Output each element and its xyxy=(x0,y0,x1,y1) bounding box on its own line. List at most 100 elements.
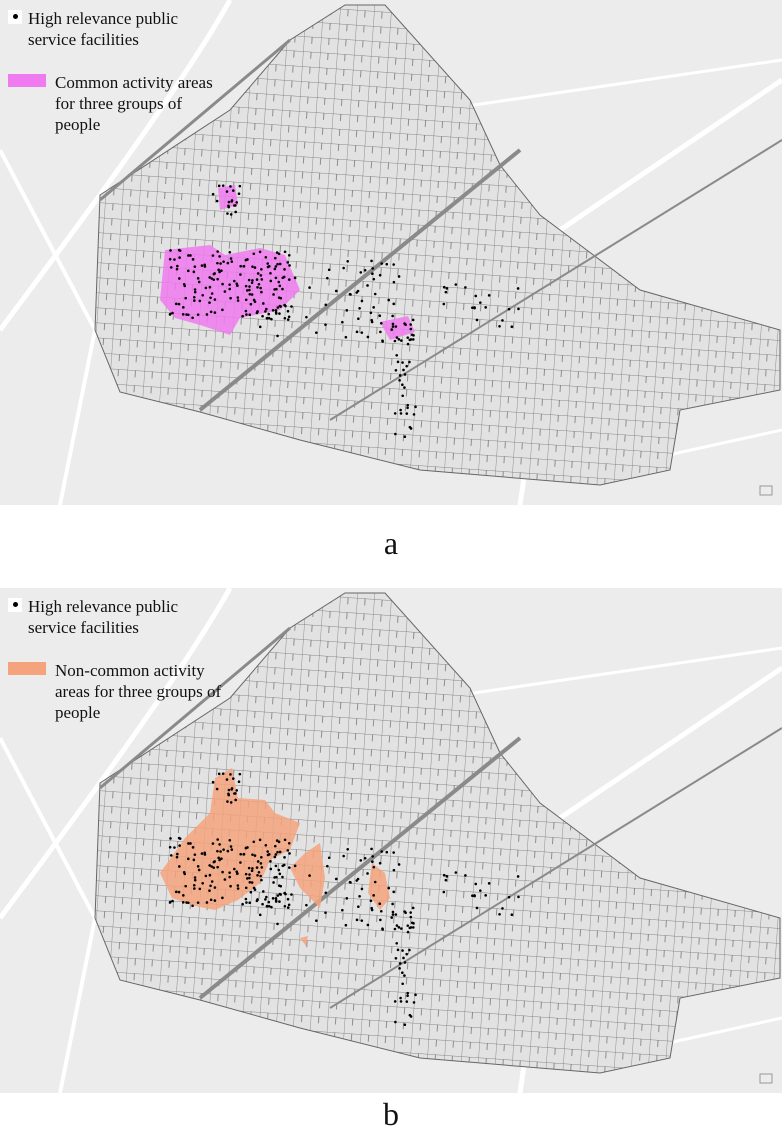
facility-point xyxy=(253,854,257,857)
facility-point xyxy=(171,311,174,315)
facility-point xyxy=(265,307,268,311)
facility-point xyxy=(409,327,413,331)
facility-point xyxy=(315,331,318,334)
facility-point xyxy=(371,860,374,863)
facility-point xyxy=(216,261,219,265)
facility-point xyxy=(487,294,491,297)
facility-point xyxy=(287,866,291,869)
facility-point xyxy=(176,264,179,268)
facility-point xyxy=(191,316,194,320)
facility-point xyxy=(271,897,275,900)
facility-point xyxy=(200,852,204,855)
facility-point xyxy=(178,837,182,840)
facility-point xyxy=(173,846,176,849)
facility-point xyxy=(248,873,251,876)
facility-point xyxy=(379,330,382,334)
facility-point xyxy=(401,361,404,364)
facility-point xyxy=(346,259,350,263)
facility-point xyxy=(397,863,401,866)
facility-point xyxy=(239,861,242,864)
facility-point xyxy=(517,307,520,311)
facility-point xyxy=(225,190,229,193)
facility-point xyxy=(193,887,196,890)
facility-point xyxy=(346,847,350,851)
facility-point xyxy=(212,278,216,281)
facility-point xyxy=(173,258,176,261)
facility-point xyxy=(484,894,487,897)
facility-point xyxy=(290,893,293,896)
facility-point xyxy=(373,292,377,296)
facility-point xyxy=(208,873,212,877)
facility-point xyxy=(256,873,259,877)
activity-area xyxy=(160,768,300,910)
facility-point xyxy=(192,858,196,862)
facility-point xyxy=(392,302,396,306)
map xyxy=(0,588,782,1093)
map-icon xyxy=(759,1073,773,1084)
facility-point xyxy=(334,877,338,881)
facility-point xyxy=(269,867,273,871)
facility-point xyxy=(276,850,279,854)
facility-point xyxy=(270,317,273,321)
facility-point xyxy=(348,292,352,296)
facility-point xyxy=(241,314,244,318)
facility-point xyxy=(239,852,242,856)
facility-point xyxy=(283,303,286,307)
facility-point xyxy=(341,320,344,324)
facility-point xyxy=(414,993,417,997)
facility-point xyxy=(272,293,275,296)
facility-point xyxy=(229,213,233,216)
panel-label: b xyxy=(383,1096,399,1132)
facility-point xyxy=(286,318,290,321)
facility-point xyxy=(264,843,268,847)
facility-point xyxy=(197,868,201,872)
facility-point xyxy=(213,298,217,301)
facility-point xyxy=(193,290,197,294)
facility-point xyxy=(187,269,190,273)
facility-point xyxy=(358,306,361,310)
activity-area xyxy=(300,936,308,946)
facility-point xyxy=(208,285,212,289)
facility-point xyxy=(255,278,259,281)
facility-point xyxy=(366,284,369,287)
facility-point xyxy=(444,878,448,882)
facility-point xyxy=(264,898,267,901)
facility-point xyxy=(385,850,389,854)
facility-point xyxy=(345,309,349,312)
facility-point xyxy=(248,880,252,884)
facility-point xyxy=(393,1000,397,1003)
facility-point xyxy=(208,301,211,304)
facility-point xyxy=(315,919,318,922)
facility-point xyxy=(399,996,402,1000)
facility-point xyxy=(196,901,200,904)
facility-point xyxy=(356,289,360,293)
facility-point xyxy=(217,268,220,272)
facility-point xyxy=(217,856,220,860)
facility-point xyxy=(409,915,413,919)
facility-point xyxy=(251,867,254,870)
facility-point xyxy=(409,1015,413,1018)
facility-point xyxy=(193,288,197,291)
facility-point xyxy=(290,305,293,308)
facility-point xyxy=(326,864,329,868)
facility-point xyxy=(175,855,179,859)
facility-point xyxy=(213,311,217,314)
facility-point xyxy=(203,853,207,856)
facility-point xyxy=(252,840,256,844)
facility-point xyxy=(193,876,197,879)
facility-point xyxy=(404,323,407,327)
facility-point xyxy=(399,412,403,415)
facility-point xyxy=(245,901,248,904)
facility-point xyxy=(411,906,415,910)
facility-point xyxy=(218,843,221,846)
facility-point xyxy=(260,278,264,281)
facility-point xyxy=(266,850,269,853)
facility-point xyxy=(250,281,254,285)
facility-point xyxy=(445,875,449,878)
facility-point xyxy=(507,895,511,899)
facility-point xyxy=(198,299,202,303)
facility-point xyxy=(178,844,181,847)
facility-point xyxy=(233,279,236,283)
facility-point xyxy=(229,801,233,804)
